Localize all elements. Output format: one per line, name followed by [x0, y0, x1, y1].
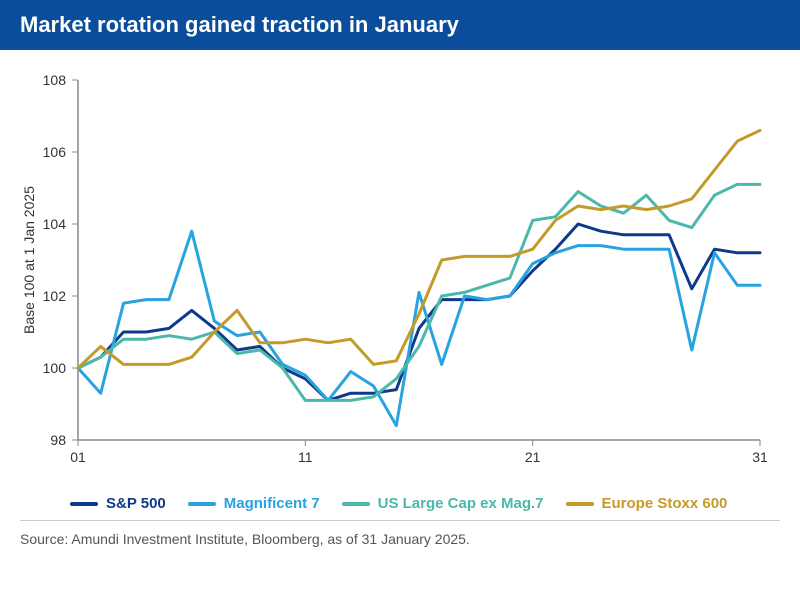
chart-header: Market rotation gained traction in Janua…	[0, 0, 800, 50]
svg-text:01: 01	[70, 449, 86, 465]
legend-swatch	[342, 502, 370, 506]
legend-swatch	[70, 502, 98, 506]
legend-swatch	[566, 502, 594, 506]
svg-text:100: 100	[43, 360, 67, 376]
svg-text:11: 11	[298, 449, 313, 465]
chart-area: 98 100 102 104 106 108 01 11 21 31 Base 100 at 1 J…	[20, 70, 780, 485]
svg-text:102: 102	[43, 288, 67, 304]
line-chart-svg: 98 100 102 104 106 108 01 11 21 31 Base 100 at 1 J…	[20, 70, 780, 480]
svg-text:108: 108	[43, 72, 67, 88]
svg-text:104: 104	[43, 216, 67, 232]
legend-label: Magnificent 7	[224, 495, 320, 512]
svg-text:21: 21	[525, 449, 541, 465]
svg-text:106: 106	[43, 144, 67, 160]
chart-title: Market rotation gained traction in Janua…	[20, 12, 459, 37]
legend-label: S&P 500	[106, 495, 166, 512]
legend-item: Europe Stoxx 600	[566, 495, 728, 512]
legend-item: US Large Cap ex Mag.7	[342, 495, 544, 512]
chart-legend: S&P 500 Magnificent 7 US Large Cap ex Mag.…	[70, 495, 780, 512]
legend-label: US Large Cap ex Mag.7	[378, 495, 544, 512]
svg-text:98: 98	[50, 432, 66, 448]
legend-item: Magnificent 7	[188, 495, 320, 512]
svg-text:31: 31	[752, 449, 768, 465]
source-text: Source: Amundi Investment Institute, Blo…	[20, 531, 470, 547]
legend-swatch	[188, 502, 216, 506]
legend-label: Europe Stoxx 600	[602, 495, 728, 512]
svg-text:Base 100 at 1 Jan 2025: Base 100 at 1 Jan 2025	[21, 186, 37, 334]
chart-source: Source: Amundi Investment Institute, Blo…	[20, 520, 780, 547]
legend-item: S&P 500	[70, 495, 166, 512]
